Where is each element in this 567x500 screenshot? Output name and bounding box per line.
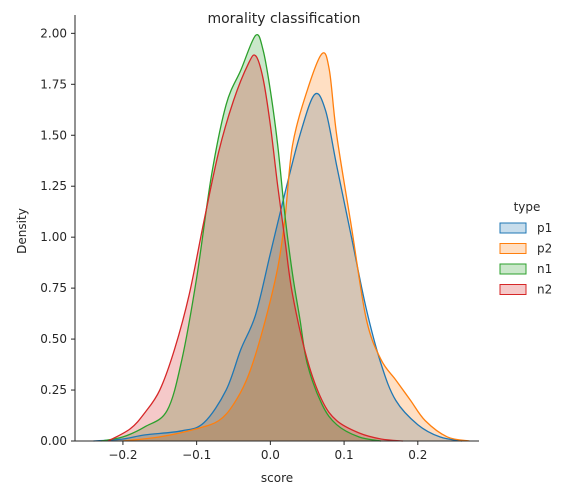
y-ticks: 0.00 0.25 0.50 0.75 1.00 1.25 1.50 1.75 2.00 [40, 26, 75, 448]
y-tick-label: 0.00 [40, 434, 67, 448]
y-tick-label: 1.00 [40, 230, 67, 244]
y-axis-label: Density [15, 208, 29, 254]
x-axis-label: score [261, 471, 293, 485]
x-tick-label: 0.0 [261, 448, 280, 462]
y-tick-label: 1.25 [40, 179, 67, 193]
legend-label-p1: p1 [537, 221, 552, 235]
x-tick-label: 0.1 [335, 448, 354, 462]
legend-swatch-n2 [499, 284, 527, 295]
legend-label-p2: p2 [537, 242, 552, 256]
x-tick-label: 0.2 [408, 448, 427, 462]
y-tick-label: 0.25 [40, 383, 67, 397]
axes-layer [74, 15, 479, 442]
density-line-p2 [122, 52, 470, 442]
x-tick-label: −0.1 [182, 448, 211, 462]
density-line-n1 [100, 33, 382, 442]
y-tick-label: 1.75 [40, 77, 67, 91]
series-layer [93, 33, 470, 442]
legend: type p1 p2 n1 n2 [499, 200, 552, 297]
density-line-n2 [107, 54, 404, 442]
legend-label-n1: n1 [537, 262, 552, 276]
y-tick-label: 2.00 [40, 26, 67, 40]
x-tick-label: −0.2 [108, 448, 137, 462]
chart-title: morality classification [207, 11, 360, 27]
y-tick-label: 1.50 [40, 128, 67, 142]
y-tick-label: 0.50 [40, 332, 67, 346]
legend-swatch-p1 [499, 222, 527, 234]
legend-swatch-p2 [499, 243, 527, 254]
y-tick-label: 0.75 [40, 281, 67, 295]
legend-title: type [514, 200, 541, 214]
legend-label-n2: n2 [537, 283, 552, 297]
density-area-n1 [100, 34, 381, 441]
density-area-n2 [108, 54, 404, 441]
x-ticks: −0.2 −0.1 0.0 0.1 0.2 [108, 441, 427, 462]
density-line-p1 [93, 92, 463, 442]
legend-swatch-n1 [499, 263, 527, 275]
density-area-p2 [122, 52, 470, 441]
